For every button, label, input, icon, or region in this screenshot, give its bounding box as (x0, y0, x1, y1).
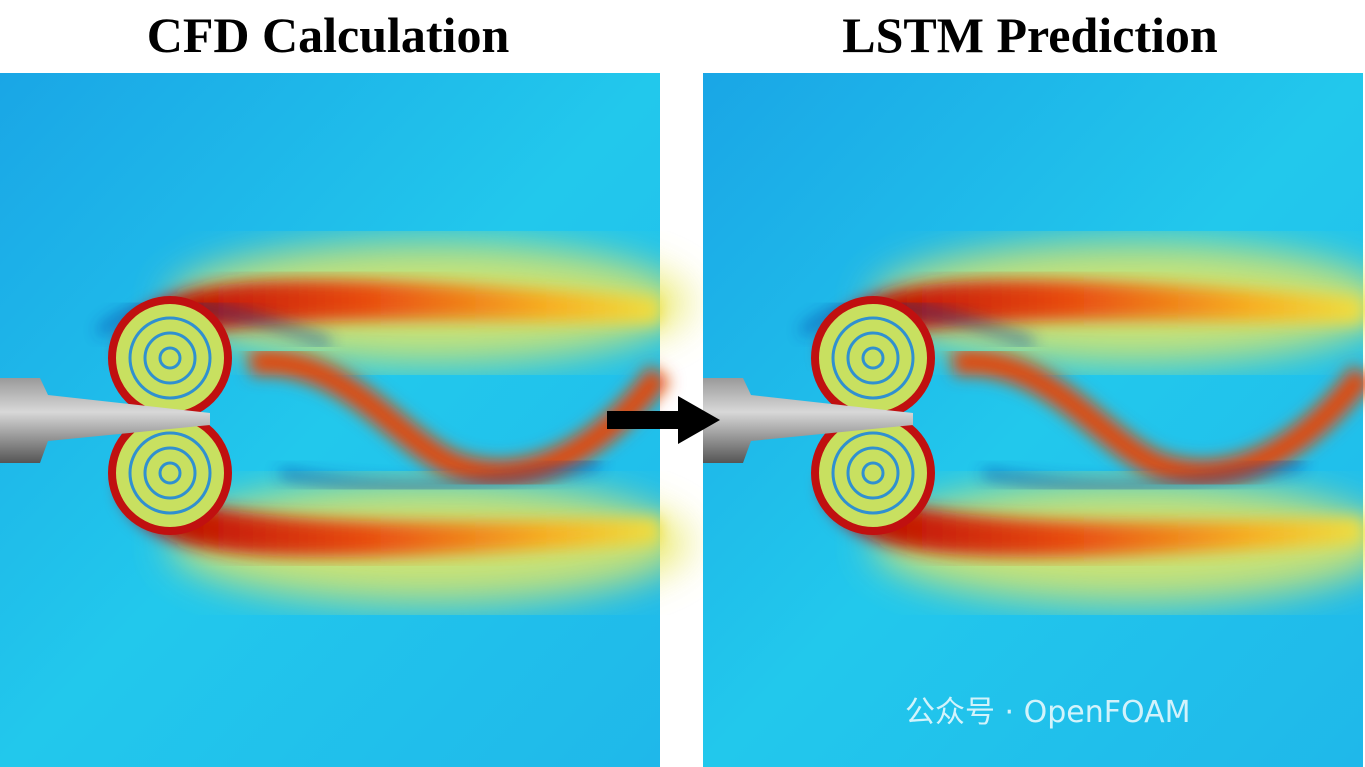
watermark: 公众号 · OpenFOAM (905, 695, 1190, 730)
panel-title: LSTM Prediction (842, 7, 1218, 63)
panel-title: CFD Calculation (147, 7, 510, 63)
cfd-image (0, 73, 690, 767)
arrow (607, 396, 720, 444)
lstm-image (703, 73, 1365, 767)
